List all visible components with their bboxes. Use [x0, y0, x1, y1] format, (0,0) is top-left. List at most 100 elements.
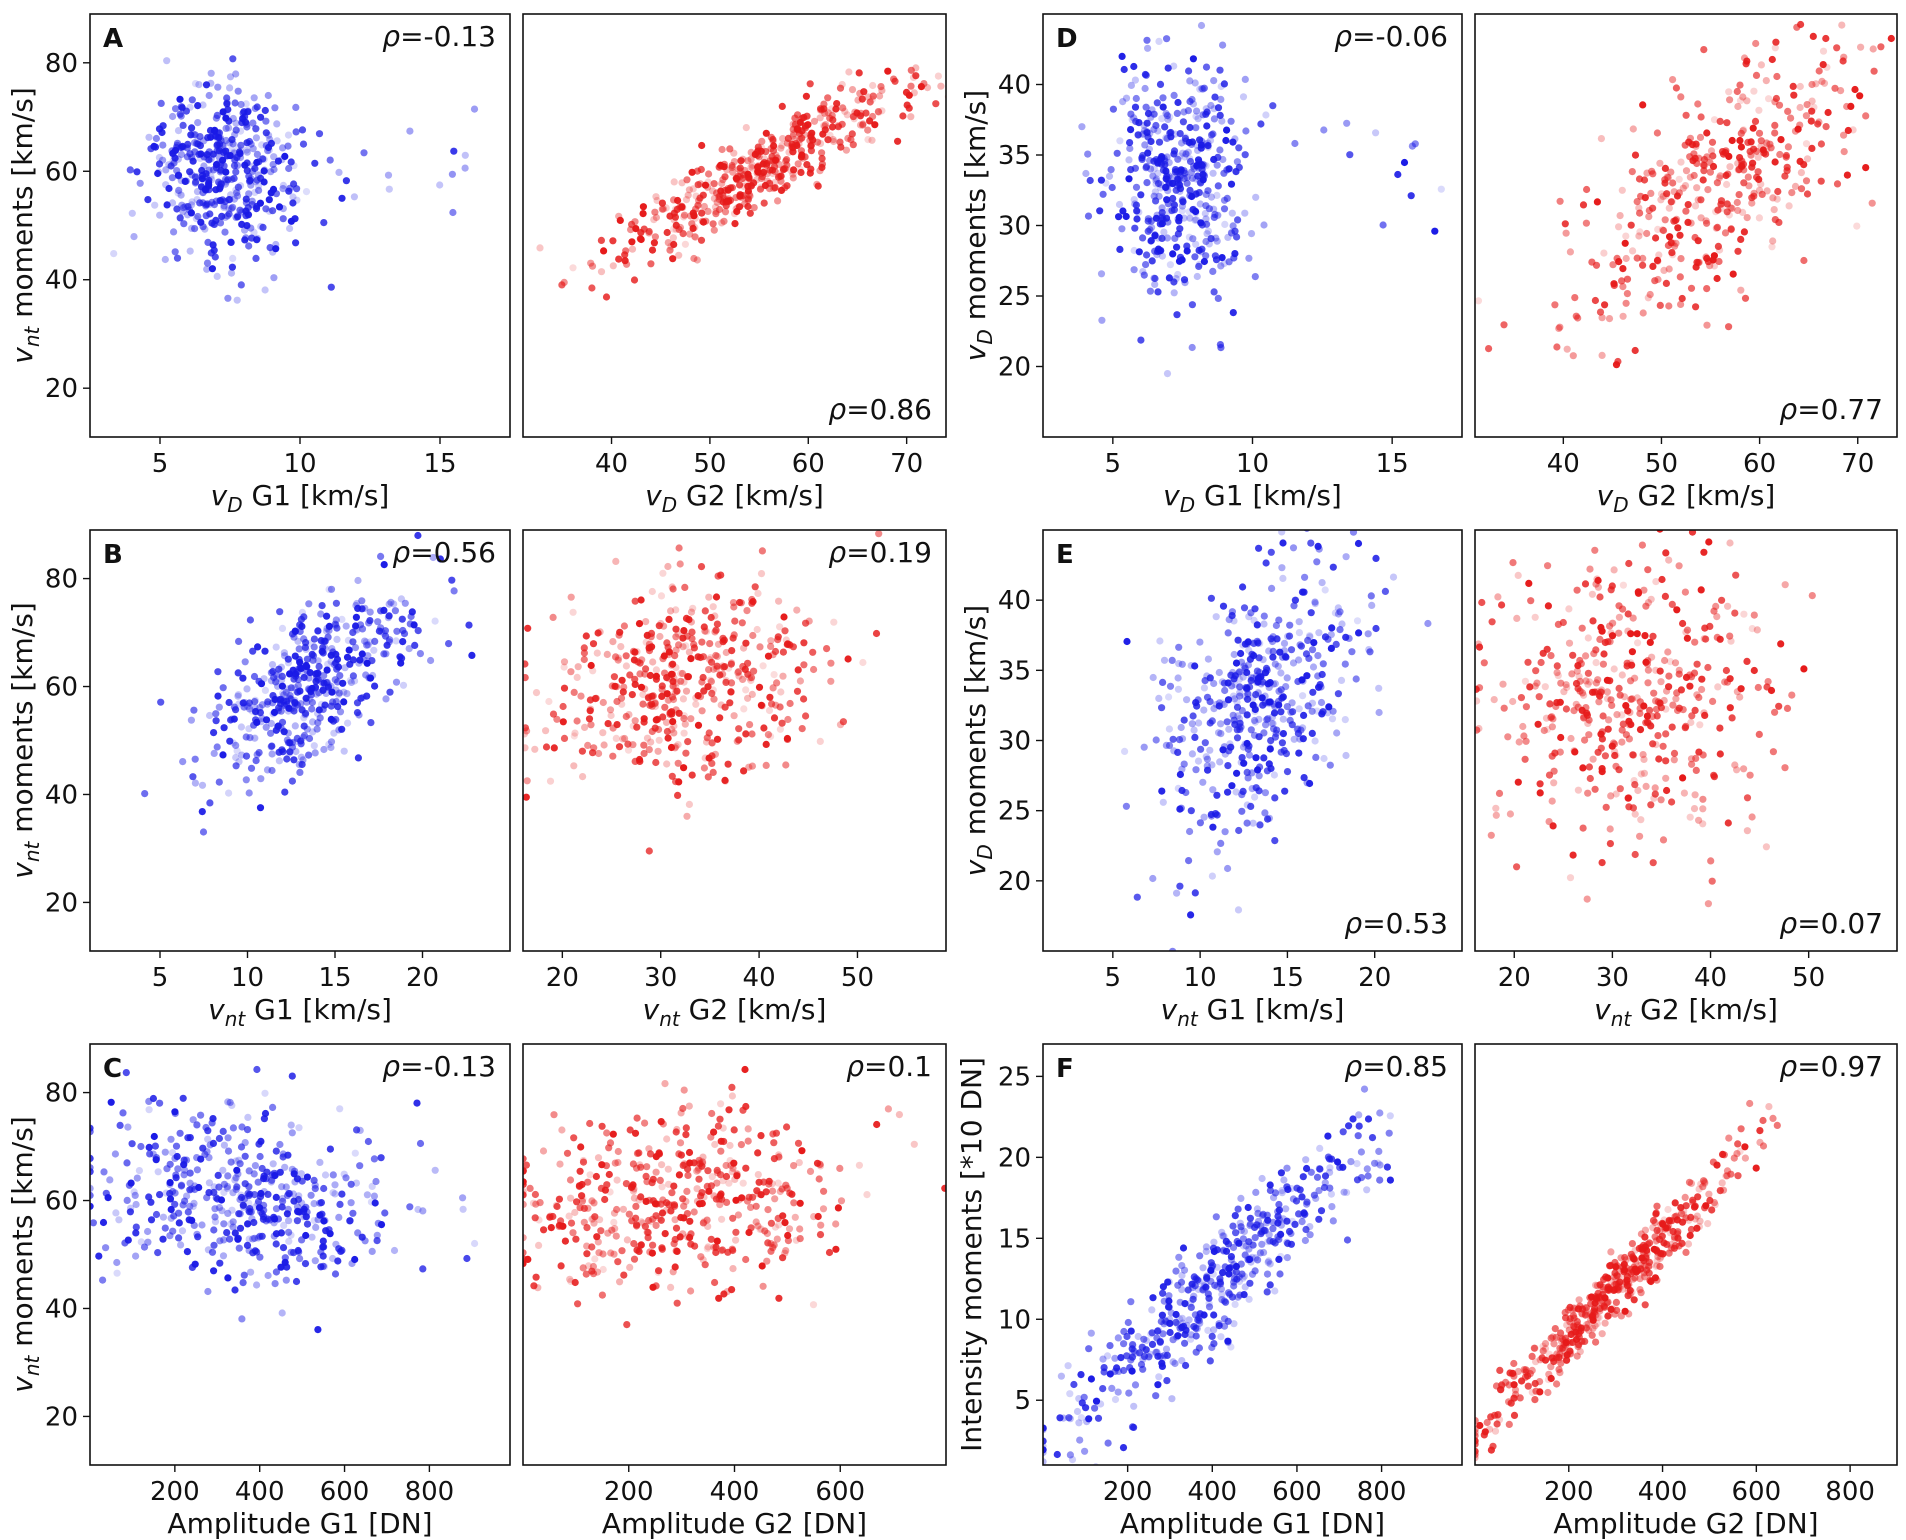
scatter-point: [855, 1161, 864, 1169]
scatter-point: [419, 1265, 427, 1273]
scatter-point: [1478, 598, 1486, 607]
scatter-point: [1771, 158, 1779, 166]
scatter-point: [1677, 300, 1685, 308]
scatter-point: [1132, 183, 1141, 191]
scatter-point: [340, 747, 348, 755]
scatter-point: [639, 700, 647, 708]
scatter-point: [1279, 715, 1287, 723]
scatter-point: [353, 709, 362, 717]
scatter-point: [311, 1181, 319, 1189]
scatter-point: [436, 181, 444, 189]
scatter-point: [1122, 802, 1130, 810]
scatter-point: [1174, 155, 1182, 163]
scatter-point: [268, 742, 276, 750]
scatter-points-D-right: [1475, 20, 1897, 369]
scatter-point: [1251, 793, 1259, 801]
scatter-point: [1303, 672, 1311, 680]
scatter-point: [642, 1197, 650, 1205]
scatter-point: [177, 103, 186, 111]
scatter-point: [281, 1163, 289, 1171]
scatter-point: [735, 736, 743, 744]
scatter-point: [1736, 154, 1744, 162]
scatter-point: [667, 743, 676, 752]
scatter-point: [1797, 185, 1806, 193]
scatter-point: [1220, 679, 1228, 687]
scatter-point: [628, 1217, 636, 1225]
scatter-point: [1206, 1357, 1214, 1365]
x-tick-label: 20: [406, 963, 439, 993]
scatter-point: [1566, 248, 1574, 256]
scatter-point: [664, 562, 672, 571]
scatter-point: [698, 638, 706, 646]
scatter-point: [1311, 598, 1319, 606]
scatter-point: [1583, 895, 1591, 903]
scatter-point: [673, 1299, 681, 1307]
scatter-point: [1619, 283, 1627, 291]
scatter-point: [708, 1173, 716, 1181]
scatter-point: [172, 105, 180, 113]
scatter-point: [210, 1226, 218, 1234]
scatter-point: [697, 1192, 705, 1200]
scatter-point: [705, 754, 713, 762]
scatter-point: [671, 1235, 679, 1244]
scatter-point: [171, 1200, 179, 1208]
scatter-point: [225, 196, 233, 204]
scatter-point: [267, 719, 275, 728]
scatter-point: [1306, 632, 1314, 640]
scatter-point: [225, 117, 233, 125]
scatter-point: [299, 140, 308, 148]
scatter-point: [1248, 650, 1256, 658]
scatter-point: [358, 597, 366, 605]
scatter-point: [257, 222, 265, 231]
correlation-label: ρ=0.77: [1779, 393, 1883, 426]
scatter-point: [1269, 653, 1277, 661]
scatter-point: [157, 698, 165, 706]
scatter-point: [184, 211, 192, 219]
scatter-point: [232, 753, 240, 762]
scatter-point: [1837, 87, 1845, 95]
scatter-point: [712, 626, 720, 635]
scatter-point: [1808, 97, 1816, 105]
scatter-point: [397, 595, 405, 603]
scatter-point: [720, 663, 728, 671]
scatter-point: [1376, 1161, 1384, 1169]
y-tick-label: 25: [998, 282, 1031, 312]
scatter-point: [137, 1142, 145, 1151]
scatter-point: [682, 1124, 690, 1132]
scatter-point: [1597, 730, 1605, 738]
scatter-point: [255, 749, 263, 757]
scatter-point: [220, 1141, 228, 1149]
scatter-point: [1608, 701, 1616, 710]
x-axis-label: vD G2 [km/s]: [645, 479, 824, 517]
scatter-point: [1230, 650, 1238, 659]
scatter-point: [1173, 243, 1181, 251]
scatter-point: [1782, 153, 1790, 161]
scatter-point: [1731, 609, 1739, 617]
scatter-point: [1743, 657, 1751, 666]
scatter-point: [1226, 740, 1234, 748]
scatter-point: [230, 174, 238, 182]
scatter-point: [1247, 676, 1255, 685]
scatter-point: [1308, 646, 1317, 654]
scatter-point: [1665, 683, 1673, 691]
scatter-point: [155, 153, 163, 162]
scatter-point: [676, 203, 684, 211]
scatter-point: [353, 599, 361, 608]
scatter-point: [620, 683, 628, 691]
scatter-point: [241, 161, 249, 169]
scatter-point: [1178, 786, 1186, 795]
scatter-point: [398, 615, 406, 623]
scatter-point: [764, 1206, 772, 1214]
scatter-point: [740, 705, 748, 713]
scatter-point: [789, 125, 797, 133]
scatter-point: [1707, 857, 1715, 865]
scatter-point: [195, 81, 203, 89]
scatter-point: [757, 570, 766, 578]
scatter-point: [560, 663, 568, 671]
scatter-point: [1084, 150, 1092, 158]
scatter-point: [1728, 136, 1736, 145]
scatter-point: [336, 1105, 344, 1113]
scatter-point: [373, 1231, 381, 1239]
scatter-point: [281, 1254, 289, 1262]
